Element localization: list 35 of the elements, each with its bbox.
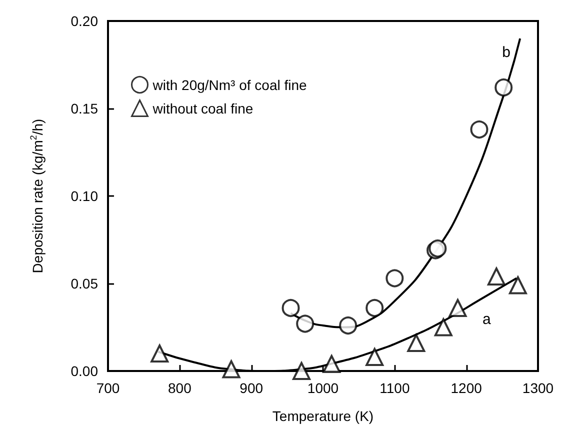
x-tick-label: 800 [168,380,192,396]
x-tick-label: 700 [96,380,120,396]
x-tick-label: 900 [240,380,264,396]
point [150,344,169,362]
point [366,299,384,317]
y-tick-label: 0.10 [70,188,98,204]
point [487,268,506,286]
point [222,360,240,378]
legend-label: with 20g/Nm³ of coal fine [152,76,308,93]
point [366,348,384,366]
y-tick-label: 0.20 [70,13,98,29]
x-tick-label: 1000 [307,380,339,396]
y-tick-label: 0.00 [70,363,98,379]
x-tick-label: 1200 [450,380,482,396]
x-axis-title: Temperature (K) [272,408,374,424]
y-tick-label: 0.15 [70,100,98,116]
y-axis-title: Deposition rate (kg/m2/h) [28,118,46,274]
point [339,316,358,334]
x-tick-label: 1300 [522,380,554,396]
y-tick-label: 0.05 [70,276,98,292]
point [434,318,452,336]
point [292,362,310,380]
series-label: b [502,44,510,61]
point [407,334,426,352]
point [494,78,513,96]
x-tick-label: 1100 [380,380,410,396]
point [322,355,341,373]
point [508,276,527,294]
point [282,299,300,317]
point [470,120,488,138]
point [386,269,404,288]
legend-label: without coal fine [152,100,254,116]
point [296,314,314,333]
point [448,299,467,317]
series-label: a [482,310,492,328]
